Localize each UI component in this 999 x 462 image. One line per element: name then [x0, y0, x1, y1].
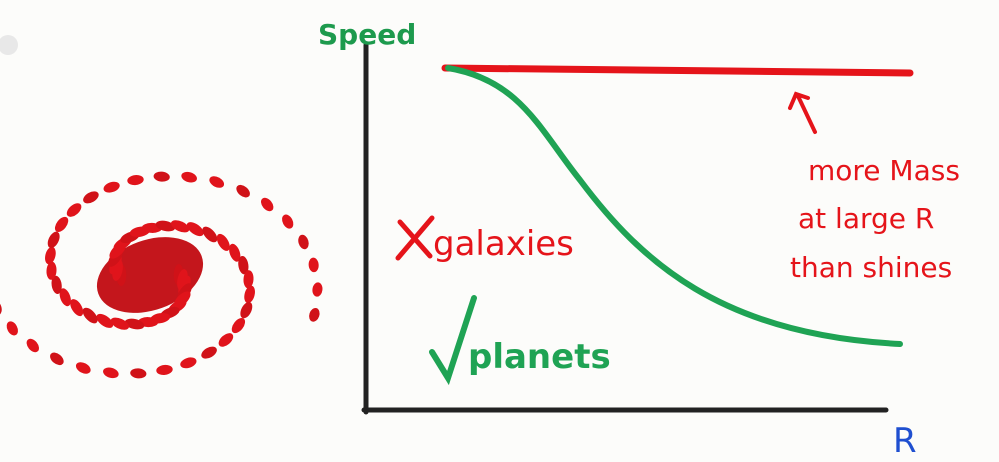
spiral-blob: [127, 175, 144, 186]
spiral-blob: [209, 176, 225, 188]
spiral-blob: [202, 226, 218, 243]
spiral-blob: [103, 181, 120, 193]
spiral-blob: [51, 275, 62, 294]
spiral-blob: [59, 288, 71, 307]
spiral-blob: [309, 307, 320, 322]
spiral-blob: [218, 333, 234, 347]
spiral-blob: [26, 338, 39, 353]
spiral-blob: [54, 216, 69, 232]
keplerian-curve: [445, 65, 903, 347]
check-icon: [429, 295, 477, 386]
spiral-blob: [261, 197, 274, 212]
spiral-blob: [70, 299, 84, 317]
spiral-blob: [229, 243, 241, 262]
cross-icon: [395, 215, 435, 261]
y-axis-label: Speed: [318, 18, 416, 51]
spiral-blob: [308, 257, 319, 273]
spiral-blob: [153, 171, 170, 182]
spiral-blob: [66, 203, 82, 217]
spiral-blob: [75, 362, 91, 374]
spiral-blob: [96, 313, 114, 328]
hole: [0, 35, 18, 55]
spiral-blob: [238, 256, 249, 275]
spiral-blob: [243, 270, 254, 289]
spiral-blob: [50, 352, 64, 366]
annotation-line: at large R: [798, 202, 934, 235]
spiral-blob: [216, 233, 230, 251]
spiral-blob: [47, 231, 60, 249]
spiral-blob: [130, 368, 147, 379]
spiral-blob: [240, 301, 253, 319]
flat-rotation-curve: [441, 64, 914, 77]
x-axis-label: R: [893, 421, 917, 461]
annotation-line: more Mass: [808, 154, 960, 187]
arrow: [788, 91, 817, 134]
spiral-blob: [170, 220, 190, 233]
spiral-blob: [155, 220, 176, 232]
spiral-blob: [231, 318, 246, 334]
spiral-blob: [6, 321, 18, 336]
spiral-blob: [312, 282, 323, 297]
spiral-blob: [201, 346, 217, 359]
spiral-blob: [156, 364, 173, 375]
spiral-blob: [186, 222, 204, 237]
spiral-blob: [83, 191, 99, 204]
spiral-blob: [46, 261, 57, 280]
spiral-blob: [45, 246, 56, 265]
spiral-blob: [82, 307, 98, 324]
annotation-line: than shines: [790, 251, 952, 284]
spiral-blob: [110, 317, 130, 330]
spiral-blob: [181, 171, 197, 183]
spiral-blob: [282, 214, 294, 229]
spiral-blob: [103, 367, 119, 379]
spiral-blob: [124, 318, 145, 330]
planets-label: planets: [468, 337, 611, 377]
spiral-blob: [96, 237, 204, 313]
spiral-blob: [236, 184, 250, 198]
spiral-blob: [244, 285, 255, 304]
spiral-blob: [180, 357, 197, 369]
spiral-galaxy: [0, 171, 323, 379]
spiral-blob: [298, 234, 309, 250]
galaxies-label: galaxies: [433, 224, 574, 264]
